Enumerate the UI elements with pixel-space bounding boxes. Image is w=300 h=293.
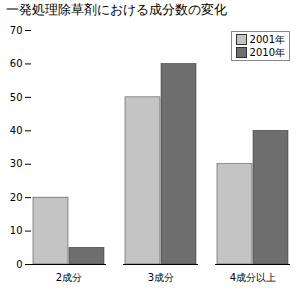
svg-text:3成分: 3成分 (148, 272, 174, 283)
html-text:2001年: 2001年 (249, 34, 285, 45)
svg-text:60: 60 (10, 58, 23, 69)
svg-text:4成分以上: 4成分以上 (230, 272, 276, 283)
svg-text:20: 20 (10, 192, 23, 203)
svg-text:0: 0 (16, 259, 22, 270)
svg-text:30: 30 (10, 158, 23, 169)
svg-text:70: 70 (10, 25, 23, 36)
svg-text:50: 50 (10, 92, 23, 103)
html-text:一発処理除草剤における成分数の変化: 一発処理除草剤における成分数の変化 (6, 2, 227, 17)
svg-text:10: 10 (10, 225, 23, 236)
svg-text:40: 40 (10, 125, 23, 136)
html-text:2010年: 2010年 (249, 47, 285, 58)
svg-text:2成分: 2成分 (56, 272, 82, 283)
